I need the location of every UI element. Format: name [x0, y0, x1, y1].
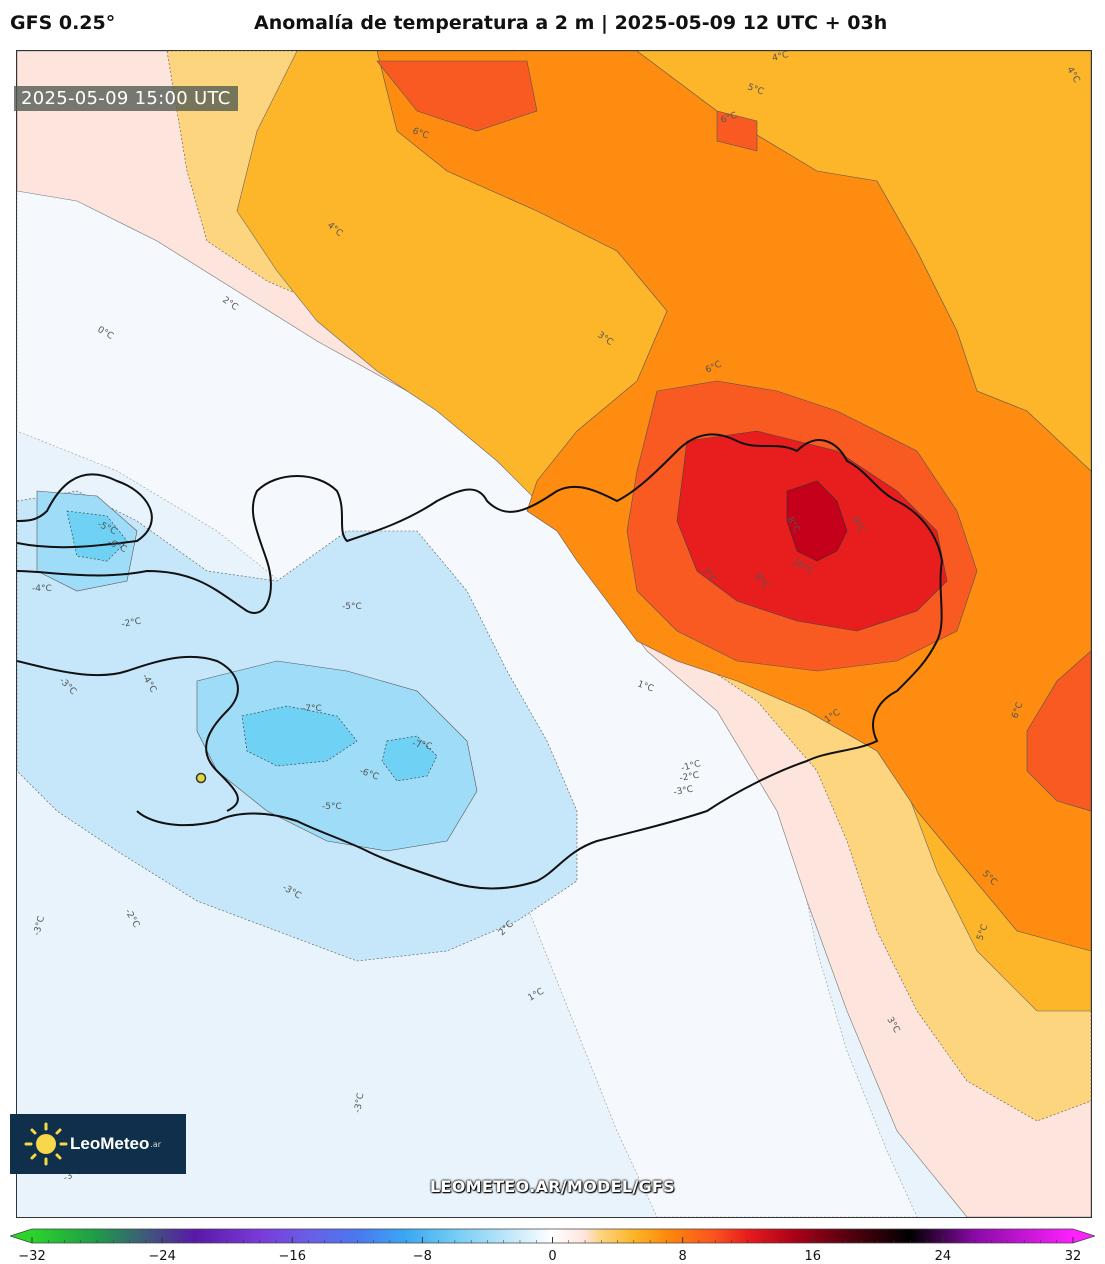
source-watermark: LEOMETEO.AR/MODEL/GFS	[430, 1177, 675, 1196]
map-canvas: 4°C5°C6°C6°C4°C4°C2°C0°C 3°C6°C8°C 9°C7°C 8…	[17, 51, 1091, 1217]
anomaly-area-cold-core	[66, 510, 438, 782]
contour-label: 4°C	[771, 51, 790, 64]
contour-label: -7°C	[302, 704, 322, 714]
contour-label: -5°C	[342, 602, 362, 612]
color-scale-tick-label: 32	[1064, 1249, 1082, 1264]
contour-label: -3°C	[353, 1092, 366, 1113]
color-scale-tick-label: −16	[278, 1249, 306, 1264]
model-name: GFS 0.25°	[10, 12, 116, 34]
contour-label: -4°C	[32, 584, 52, 594]
coastline	[17, 433, 944, 890]
color-scale-tick-label: 8	[678, 1249, 687, 1264]
contour-label: -5°C	[322, 802, 342, 812]
logo-text: LeoMeteo	[70, 1134, 150, 1153]
location-marker[interactable]	[195, 772, 207, 784]
color-scale-tick-label: −8	[412, 1249, 432, 1264]
color-scale-tick-label: 16	[804, 1249, 822, 1264]
contour-label: -7°C	[411, 739, 432, 752]
color-scale-tick-label: −32	[18, 1249, 46, 1264]
coastline-island	[17, 655, 239, 812]
color-scale-tick-label: 0	[548, 1249, 557, 1264]
contour-label: -3°C	[673, 785, 694, 798]
color-scale-ticks	[31, 1237, 1074, 1243]
color-scale-tick-label: 24	[934, 1249, 952, 1264]
contour-label: -1°C	[680, 759, 702, 774]
color-scale-bar	[10, 1228, 1095, 1244]
leometeo-logo[interactable]: LeoMeteo .ar	[10, 1114, 186, 1174]
sun-icon	[24, 1122, 68, 1166]
contour-label: -2°C	[679, 771, 700, 784]
contour-label: -3°C	[32, 915, 47, 937]
valid-time-badge: 2025-05-09 15:00 UTC	[14, 86, 238, 111]
chart-title: Anomalía de temperatura a 2 m | 2025-05-…	[254, 12, 888, 34]
logo-suffix: .ar	[150, 1139, 162, 1149]
anomaly-area-extreme	[786, 480, 848, 562]
temperature-anomaly-map[interactable]: 4°C 5°C 6°C 6°C 4°C 4°C 2°C 0°C 3°C 6°C 8°C 9°C 7°C 8…	[16, 50, 1092, 1218]
color-scale-tick-label: −24	[148, 1249, 176, 1264]
contour-label: -2°C	[121, 617, 142, 630]
